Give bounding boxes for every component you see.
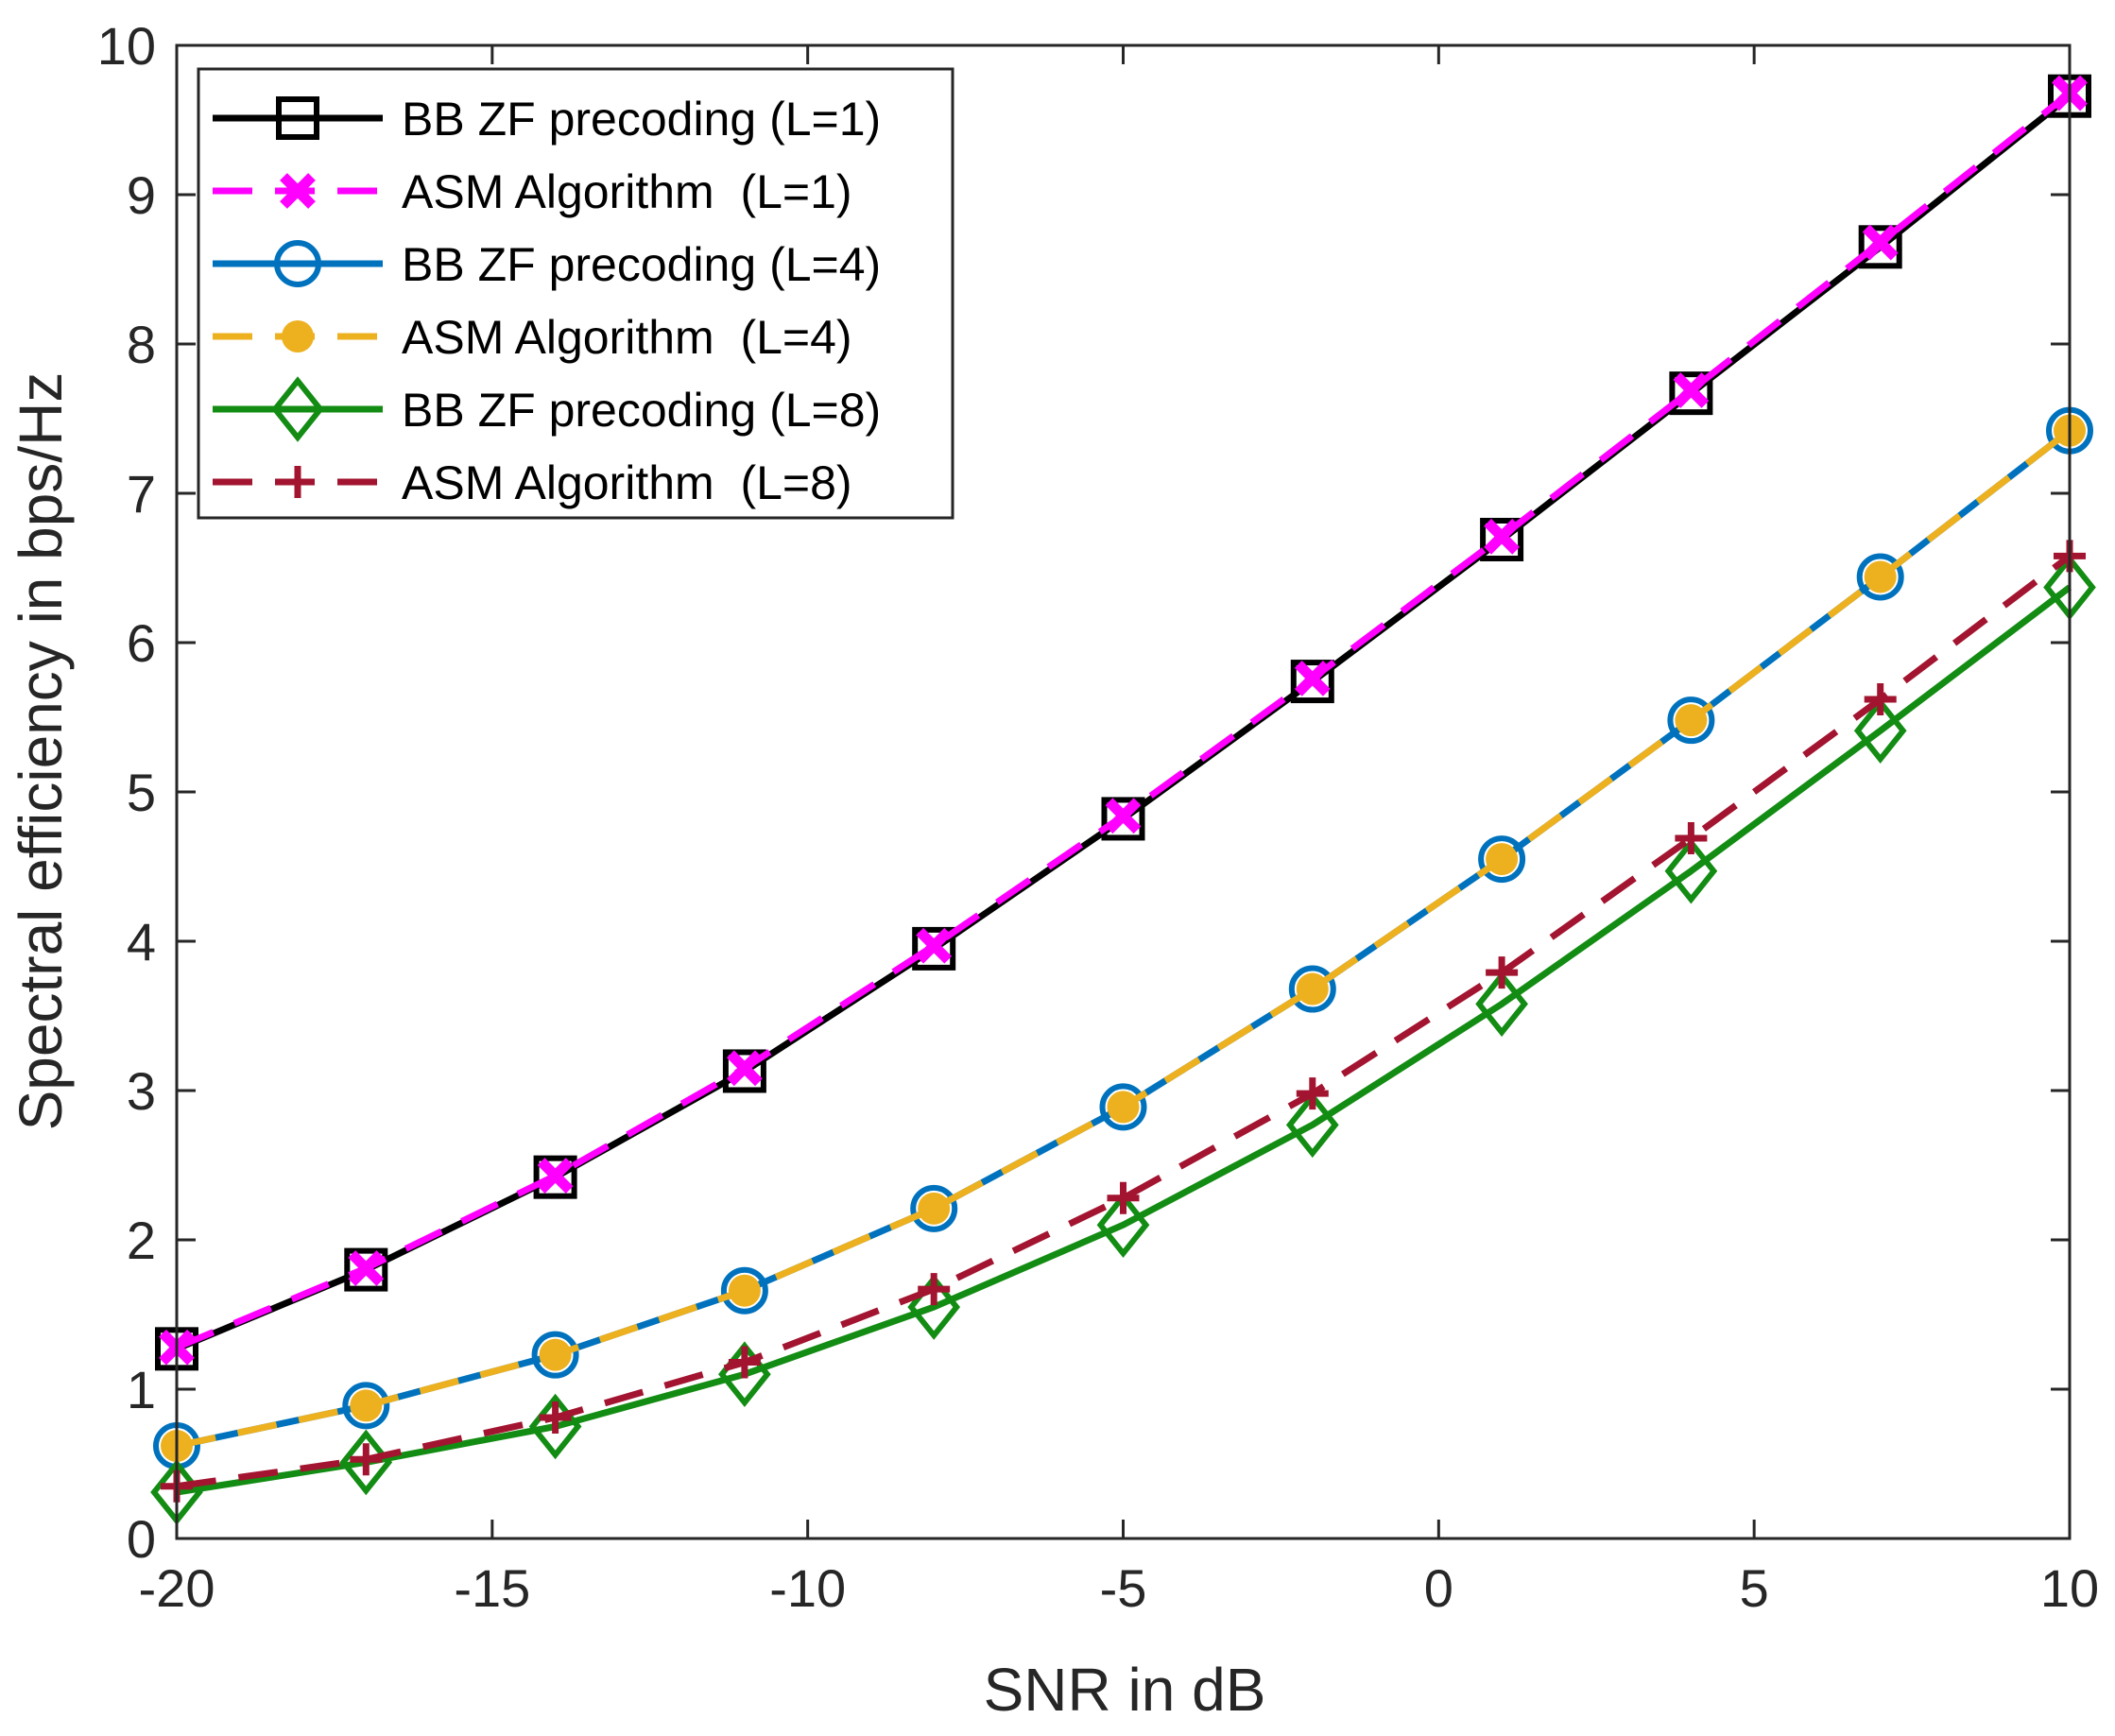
series-6 [161, 540, 2086, 1503]
data-point [1478, 835, 1526, 884]
data-point [1856, 553, 1904, 601]
legend-entry: ASM Algorithm (L=8) [213, 456, 852, 509]
data-point [728, 1274, 761, 1307]
legend-entry: BB ZF precoding (L=4) [213, 238, 881, 291]
data-point [539, 1338, 572, 1371]
series-4 [161, 414, 2086, 1463]
y-axis-label: Spectral efficiency in bps/Hz [7, 372, 75, 1131]
legend-marker [282, 320, 314, 352]
x-tick-label: 0 [1424, 1558, 1453, 1618]
y-tick-label: 8 [127, 315, 156, 374]
data-point [1296, 1077, 1329, 1110]
x-tick-label: 5 [1740, 1558, 1769, 1618]
data-point [910, 1184, 958, 1232]
y-tick-label: 1 [127, 1360, 156, 1419]
series-line [176, 553, 2072, 1490]
y-tick-label: 4 [127, 912, 156, 971]
data-point [1480, 517, 1524, 561]
legend-entry: BB ZF precoding (L=8) [213, 376, 881, 442]
series-2 [159, 75, 2088, 1366]
legend-entry: ASM Algorithm (L=1) [213, 165, 852, 218]
y-tick-label: 7 [127, 464, 156, 524]
data-point [533, 1155, 577, 1199]
x-tick-label: -15 [454, 1558, 530, 1618]
x-tick-label: -5 [1100, 1558, 1147, 1618]
series-line [176, 584, 2072, 1496]
legend-marker [271, 376, 324, 442]
y-tick-label: 2 [127, 1211, 156, 1270]
data-point [727, 1050, 763, 1087]
data-point [1290, 660, 1334, 704]
data-point [918, 1273, 951, 1306]
x-axis-label: SNR in dB [984, 1656, 1266, 1724]
y-tick-label: 10 [97, 16, 156, 76]
axes: -20 -15 -10 -5 0 5 10 0 1 2 3 4 5 6 7 8 9 10 [97, 16, 2099, 1618]
data-point [1107, 1091, 1140, 1124]
legend-entry: ASM Algorithm (L=4) [213, 311, 852, 364]
data-point [1664, 837, 1718, 904]
legend-label: BB ZF precoding (L=4) [402, 238, 881, 291]
data-point [912, 926, 956, 971]
data-point [918, 1192, 951, 1225]
data-point [1853, 697, 1907, 765]
y-tick-label: 5 [127, 763, 156, 822]
legend-marker [276, 96, 319, 140]
y-tick-label: 0 [127, 1509, 156, 1569]
data-point [1675, 704, 1708, 737]
data-point [1294, 661, 1331, 696]
data-point [1107, 1181, 1140, 1214]
legend-label: BB ZF precoding (L=8) [402, 384, 881, 437]
data-point [728, 1346, 761, 1379]
data-point [531, 1331, 579, 1379]
data-point [350, 1443, 383, 1476]
legend-marker [274, 240, 321, 287]
y-tick-label: 6 [127, 613, 156, 673]
data-point [1864, 560, 1897, 593]
data-point [342, 1382, 390, 1430]
data-point [344, 1247, 388, 1292]
data-point [1862, 224, 1899, 261]
legend-marker [280, 173, 316, 209]
y-tick-label: 3 [127, 1061, 156, 1121]
legend-label: BB ZF precoding (L=1) [402, 93, 881, 146]
data-point [1669, 371, 1713, 416]
legend-label: ASM Algorithm (L=8) [402, 456, 852, 509]
data-point [1858, 225, 1902, 269]
data-point [1675, 821, 1708, 854]
x-tick-label: 10 [2040, 1558, 2099, 1618]
data-point [1673, 372, 1710, 408]
data-point [720, 1266, 768, 1315]
x-tick-label: -20 [139, 1558, 215, 1618]
legend: BB ZF precoding (L=1) ASM Algorithm (L=1)… [197, 67, 954, 520]
data-point [1484, 518, 1520, 555]
data-point [1099, 1083, 1147, 1131]
data-point [539, 1401, 572, 1435]
data-point [916, 927, 953, 964]
legend-label: ASM Algorithm (L=1) [402, 165, 852, 218]
y-tick-label: 9 [127, 165, 156, 225]
x-tick-label: -10 [769, 1558, 846, 1618]
data-point [1486, 843, 1519, 876]
data-point [1101, 797, 1145, 841]
data-point [1864, 683, 1897, 716]
data-point [722, 1049, 766, 1093]
legend-entry: BB ZF precoding (L=1) [213, 93, 881, 146]
data-point [537, 1158, 574, 1194]
data-point [350, 1389, 383, 1422]
data-point [1296, 972, 1329, 1006]
data-point [1667, 696, 1715, 745]
legend-box [197, 67, 954, 520]
data-point [1105, 798, 1142, 834]
data-point [1486, 956, 1519, 989]
data-point [1285, 1091, 1339, 1159]
legend-marker [282, 466, 314, 498]
data-point [1288, 965, 1336, 1013]
data-point [1475, 971, 1528, 1038]
data-point [348, 1250, 385, 1286]
data-point [1096, 1192, 1150, 1259]
legend-label: ASM Algorithm (L=4) [402, 311, 852, 364]
